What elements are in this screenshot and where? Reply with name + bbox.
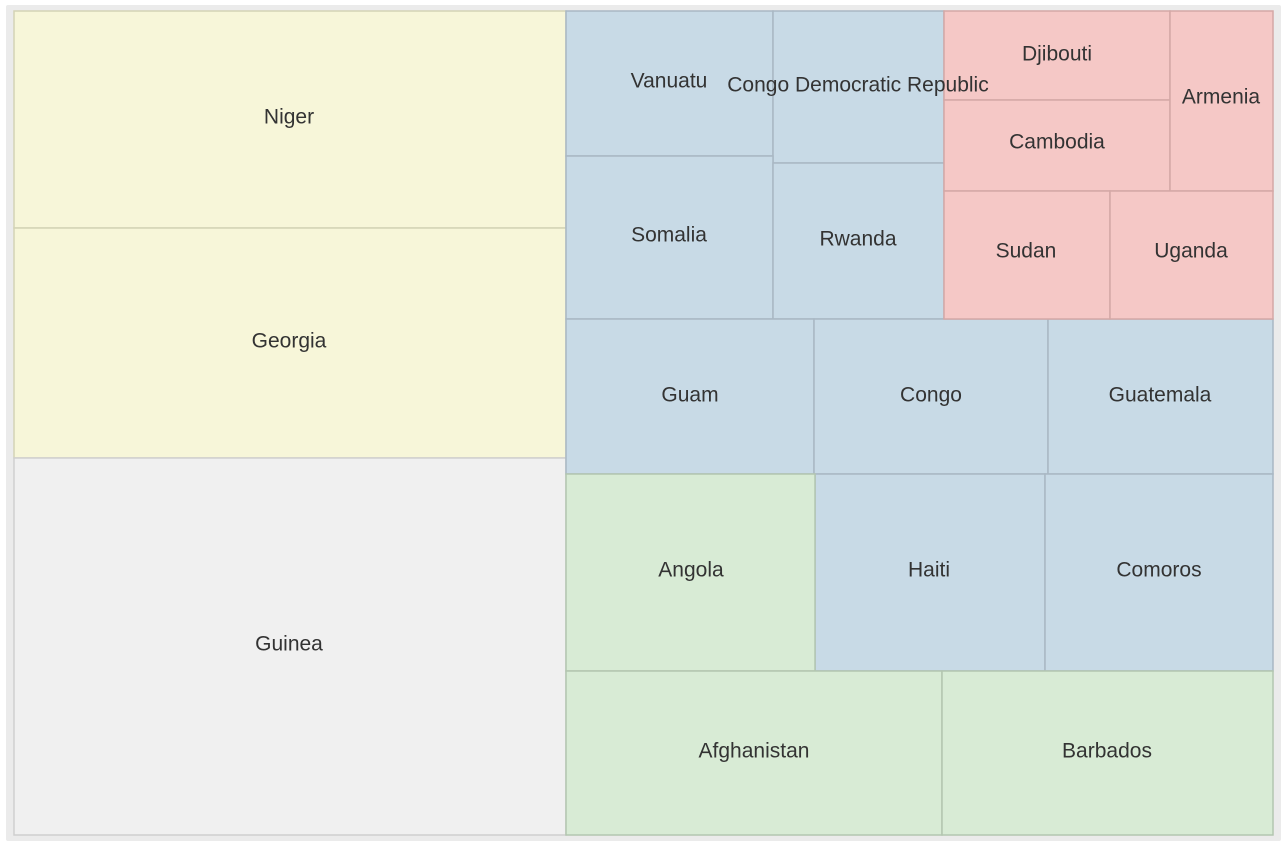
- tile-guinea[interactable]: [13, 457, 567, 836]
- tile-label-guam: Guam: [661, 384, 718, 407]
- tile-label-afghanistan: Afghanistan: [699, 740, 810, 763]
- tile-comoros[interactable]: [1044, 473, 1274, 672]
- tile-barbados[interactable]: [941, 670, 1274, 836]
- tile-label-comoros: Comoros: [1116, 559, 1201, 582]
- tile-vanuatu[interactable]: [565, 10, 774, 157]
- tile-sudan[interactable]: [943, 190, 1111, 320]
- tile-label-angola: Angola: [658, 559, 724, 582]
- tile-label-uganda: Uganda: [1154, 240, 1228, 263]
- tile-rwanda[interactable]: [772, 162, 945, 320]
- tile-label-niger: Niger: [264, 106, 314, 129]
- tile-label-somalia: Somalia: [631, 224, 707, 247]
- tile-guam[interactable]: [565, 318, 815, 475]
- tile-label-guinea: Guinea: [255, 633, 323, 656]
- tile-label-djibouti: Djibouti: [1022, 43, 1092, 66]
- tile-djibouti[interactable]: [943, 10, 1171, 101]
- tile-label-rwanda: Rwanda: [819, 228, 896, 251]
- treemap-tiles: [13, 10, 1274, 836]
- tile-angola[interactable]: [565, 473, 816, 672]
- tile-uganda[interactable]: [1109, 190, 1274, 320]
- tile-armenia[interactable]: [1169, 10, 1274, 192]
- treemap-labels: Niger Georgia Guinea Vanuatu Congo Democrati…: [252, 43, 1261, 763]
- tile-guatemala[interactable]: [1047, 318, 1274, 475]
- tile-label-sudan: Sudan: [996, 240, 1057, 263]
- tile-georgia[interactable]: [13, 227, 567, 459]
- tile-label-cambodia: Cambodia: [1009, 131, 1105, 154]
- tile-label-congo-democratic-republic: Congo Democratic Republic: [727, 74, 988, 97]
- tile-label-armenia: Armenia: [1182, 86, 1261, 109]
- tile-label-haiti: Haiti: [908, 559, 950, 582]
- tile-label-guatemala: Guatemala: [1109, 384, 1212, 407]
- tile-congo[interactable]: [813, 318, 1049, 475]
- tile-cambodia[interactable]: [943, 99, 1171, 192]
- tile-niger[interactable]: [13, 10, 567, 229]
- tile-label-georgia: Georgia: [252, 330, 327, 353]
- tile-label-vanuatu: Vanuatu: [631, 70, 708, 93]
- tile-label-congo: Congo: [900, 384, 962, 407]
- tile-afghanistan[interactable]: [565, 670, 943, 836]
- tile-label-barbados: Barbados: [1062, 740, 1152, 763]
